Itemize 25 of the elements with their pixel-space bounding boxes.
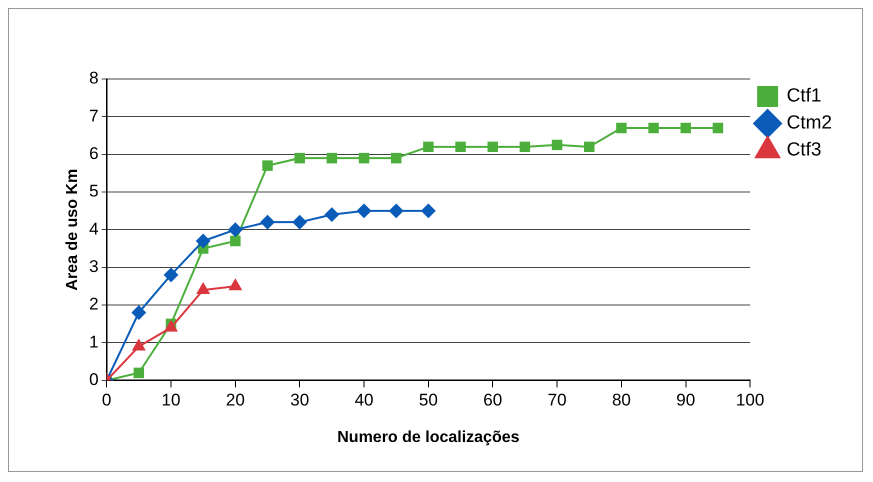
x-tick-label: 0 bbox=[102, 390, 112, 410]
y-tick-label: 6 bbox=[89, 144, 99, 164]
x-tick-label: 80 bbox=[612, 390, 631, 410]
legend-label: Ctf1 bbox=[786, 86, 822, 107]
y-axis-title: Area de uso Km bbox=[64, 168, 82, 291]
x-tick-label: 100 bbox=[736, 390, 764, 410]
x-tick-label: 40 bbox=[354, 390, 374, 410]
x-axis-title: Numero de localizações bbox=[337, 428, 520, 446]
legend-label: Ctf3 bbox=[786, 140, 822, 161]
y-tick-label: 5 bbox=[89, 182, 99, 201]
legend-label: Ctm2 bbox=[786, 112, 832, 134]
x-tick-label: 60 bbox=[483, 390, 502, 410]
x-tick-label: 90 bbox=[676, 390, 696, 410]
y-tick-label: 3 bbox=[89, 257, 99, 276]
x-tick-label: 10 bbox=[162, 390, 180, 410]
y-tick-label: 8 bbox=[89, 68, 99, 88]
y-tick-label: 0 bbox=[89, 370, 99, 390]
x-tick-label: 70 bbox=[548, 390, 567, 410]
x-tick-label: 50 bbox=[418, 390, 438, 410]
y-tick-label: 4 bbox=[89, 219, 99, 238]
x-tick-label: 20 bbox=[226, 390, 245, 410]
x-tick-label: 30 bbox=[290, 390, 310, 410]
y-tick-label: 7 bbox=[89, 106, 99, 126]
y-tick-label: 2 bbox=[89, 294, 99, 314]
y-tick-label: 1 bbox=[89, 332, 99, 352]
